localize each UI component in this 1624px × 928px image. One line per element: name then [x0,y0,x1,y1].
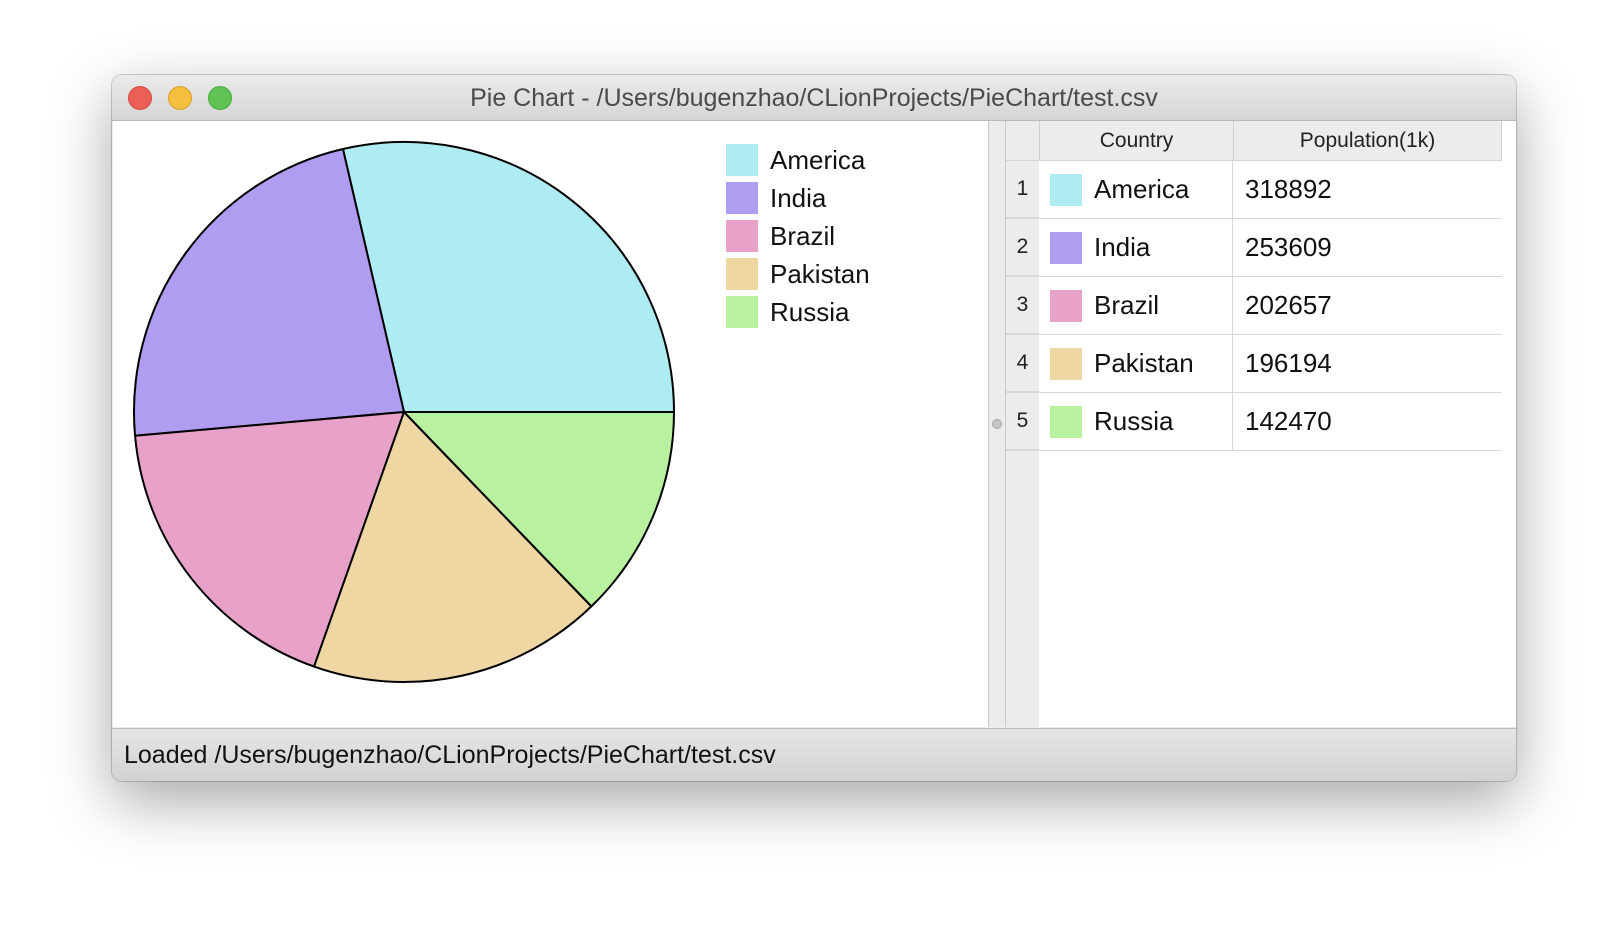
row-number[interactable]: 3 [1006,277,1039,335]
legend-item-india: India [726,179,870,217]
country-name: Pakistan [1094,348,1194,378]
title-bar[interactable]: Pie Chart - /Users/bugenzhao/CLionProjec… [112,75,1516,121]
pie-slice-russia [403,411,675,608]
zoom-window-button[interactable] [208,86,232,110]
table-corner [1006,121,1039,161]
cell-country[interactable]: Russia [1039,393,1233,450]
pie-slice-india [133,147,405,437]
legend-swatch [726,258,758,290]
legend-label: Russia [770,296,850,327]
cell-country[interactable]: Brazil [1039,277,1233,334]
minimize-window-button[interactable] [168,86,192,110]
pie-slice-brazil [134,411,405,668]
cell-population[interactable]: 318892 [1233,161,1502,218]
color-swatch [1050,231,1082,264]
color-swatch [1050,405,1082,438]
chart-legend: America India Brazil Pakistan Russia [726,141,870,331]
legend-label: Brazil [770,220,836,251]
chart-pane: America India Brazil Pakistan Russia [113,121,989,727]
population-value: 202657 [1245,290,1332,320]
row-number[interactable]: 2 [1006,219,1039,277]
data-table: Country Population(1k) 1 America 318892 2 In… [1006,121,1516,727]
pane-splitter[interactable] [989,121,1006,727]
row-number[interactable]: 4 [1006,335,1039,393]
country-name: America [1094,174,1190,204]
country-name: Brazil [1094,290,1160,320]
pie-slice-pakistan [313,411,593,683]
country-name: Russia [1094,406,1174,436]
population-value: 196194 [1245,348,1332,378]
cell-country[interactable]: India [1039,219,1233,276]
row-number[interactable]: 1 [1006,161,1039,219]
table-row[interactable]: America 318892 [1039,161,1502,219]
row-header-column [1006,121,1039,727]
population-value: 318892 [1245,174,1332,204]
legend-swatch [726,144,758,176]
legend-item-russia: Russia [726,293,870,331]
color-swatch [1050,173,1082,206]
color-swatch [1050,347,1082,380]
splitter-grip-icon[interactable] [992,419,1002,429]
legend-item-brazil: Brazil [726,217,870,255]
cell-population[interactable]: 253609 [1233,219,1502,276]
table-row[interactable]: Russia 142470 [1039,393,1502,451]
legend-swatch [726,296,758,328]
table-row[interactable]: Brazil 202657 [1039,277,1502,335]
cell-population[interactable]: 196194 [1233,335,1502,392]
pie-chart [133,141,675,683]
legend-swatch [726,182,758,214]
row-number[interactable]: 5 [1006,393,1039,451]
status-message: Loaded /Users/bugenzhao/CLionProjects/Pi… [124,741,776,769]
legend-label: America [770,144,866,175]
country-name: India [1094,232,1151,262]
table-row[interactable]: India 253609 [1039,219,1502,277]
cell-country[interactable]: Pakistan [1039,335,1233,392]
app-window: Pie Chart - /Users/bugenzhao/CLionProjec… [112,75,1516,781]
legend-swatch [726,220,758,252]
cell-population[interactable]: 142470 [1233,393,1502,450]
window-title: Pie Chart - /Users/bugenzhao/CLionProjec… [470,84,1158,112]
legend-item-pakistan: Pakistan [726,255,870,293]
legend-label: Pakistan [770,258,870,289]
column-header-population[interactable]: Population(1k) [1233,121,1502,161]
legend-item-america: America [726,141,870,179]
cell-population[interactable]: 202657 [1233,277,1502,334]
pie-slice-america [341,141,675,413]
population-value: 253609 [1245,232,1332,262]
legend-label: India [770,182,827,213]
column-header-country[interactable]: Country [1039,121,1233,161]
color-swatch [1050,289,1082,322]
status-bar: Loaded /Users/bugenzhao/CLionProjects/Pi… [112,728,1516,781]
table-row[interactable]: Pakistan 196194 [1039,335,1502,393]
cell-country[interactable]: America [1039,161,1233,218]
population-value: 142470 [1245,406,1332,436]
close-window-button[interactable] [128,86,152,110]
